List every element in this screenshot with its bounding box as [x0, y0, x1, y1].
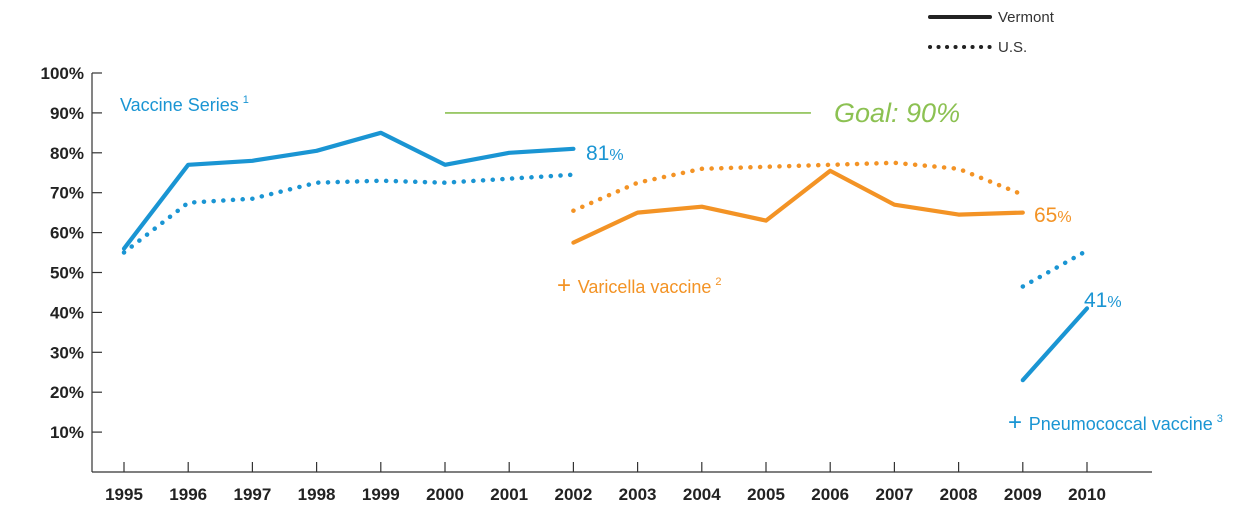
series-line-varicella-vermont: [571, 168, 1025, 245]
plus-icon: +: [557, 272, 578, 299]
legend-label: Vermont: [998, 9, 1055, 26]
annotation-pneumococcal: + Pneumococcal vaccine 3: [1008, 409, 1223, 436]
legend-label: U.S.: [998, 39, 1027, 56]
y-tick-label: 100%: [41, 64, 84, 83]
x-tick-label: 2006: [811, 485, 849, 504]
end-label-pneumococcal: 41%: [1084, 289, 1122, 312]
goal-layer: Goal: 90%: [445, 98, 960, 128]
x-tick-label: 1996: [169, 485, 207, 504]
x-tick-label: 1999: [362, 485, 400, 504]
x-tick-label: 2004: [683, 485, 721, 504]
x-tick-label: 2002: [554, 485, 592, 504]
legend: Vermont U.S.: [928, 9, 1055, 56]
x-tick-label: 2003: [619, 485, 657, 504]
x-tick-label: 2001: [490, 485, 528, 504]
y-tick-label: 60%: [50, 224, 84, 243]
y-tick-label: 20%: [50, 383, 84, 402]
plus-icon: +: [1008, 409, 1029, 436]
series-line-pneumococcal-us: [1020, 248, 1090, 289]
y-tick-label: 40%: [50, 303, 84, 322]
end-label-varicella: 65%: [1034, 204, 1072, 227]
x-tick-label: 1995: [105, 485, 143, 504]
annotation-layer: Vaccine Series 1 + Varicella vaccine 2 + Pne…: [120, 94, 1223, 436]
x-tick-label: 2007: [875, 485, 913, 504]
x-tick-label: 2000: [426, 485, 464, 504]
series-line-vaccine-series-vermont: [121, 130, 576, 251]
x-tick-label: 1997: [233, 485, 271, 504]
series-line-varicella-us: [571, 160, 1026, 213]
x-tick-label: 2008: [940, 485, 978, 504]
x-tick-label: 1998: [298, 485, 336, 504]
y-tick-label: 70%: [50, 184, 84, 203]
end-label-vaccine-series: 81%: [586, 142, 624, 165]
series-line-vaccine-series-us: [121, 172, 576, 255]
series-layer: [121, 130, 1090, 383]
y-tick-label: 90%: [50, 104, 84, 123]
annotation-vaccine-series: Vaccine Series 1: [120, 94, 249, 115]
annotation-varicella: + Varicella vaccine 2: [557, 272, 722, 299]
series-line-pneumococcal-vermont: [1020, 306, 1090, 383]
tick-labels: 10% 20% 30% 40% 50% 60% 70% 80% 90% 100% 1995 1996 1…: [41, 64, 1106, 504]
goal-label: Goal: 90%: [834, 98, 960, 128]
x-tick-label: 2010: [1068, 485, 1106, 504]
x-tick-label: 2005: [747, 485, 785, 504]
y-tick-label: 30%: [50, 343, 84, 362]
y-tick-label: 50%: [50, 264, 84, 283]
axes: [91, 73, 1152, 473]
y-tick-label: 80%: [50, 144, 84, 163]
x-tick-label: 2009: [1004, 485, 1042, 504]
y-tick-label: 10%: [50, 423, 84, 442]
